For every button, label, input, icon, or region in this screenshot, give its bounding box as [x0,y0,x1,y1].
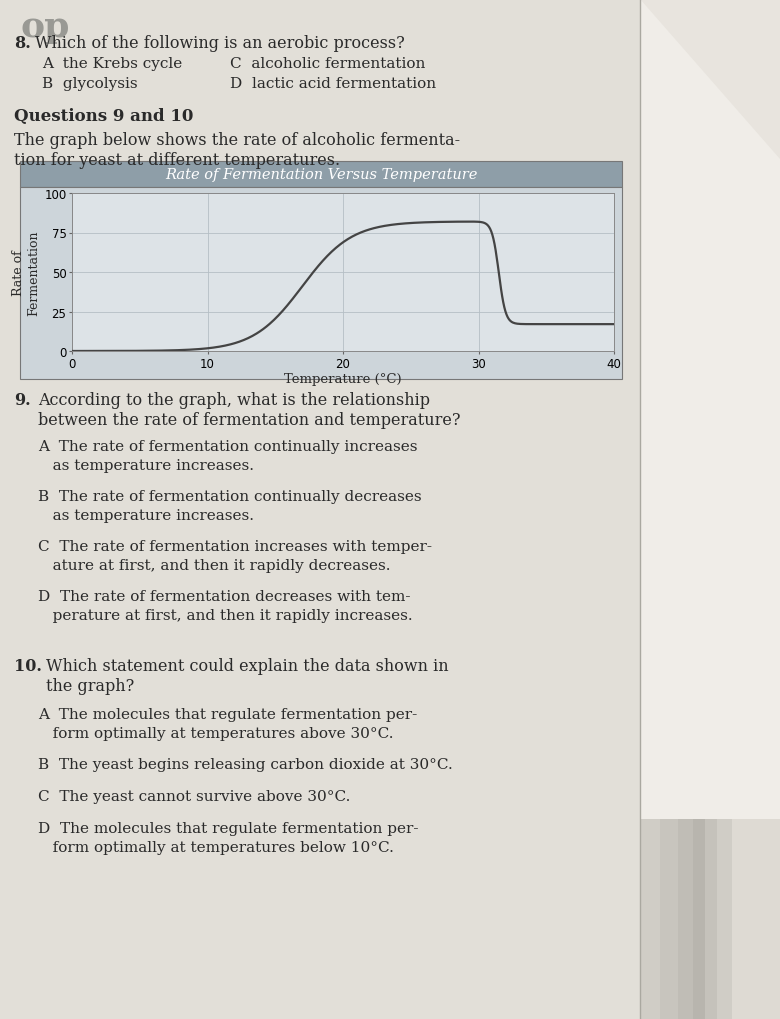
Text: form optimally at temperatures above 30°C.: form optimally at temperatures above 30°… [38,727,393,740]
Text: B  The yeast begins releasing carbon dioxide at 30°C.: B The yeast begins releasing carbon diox… [38,757,452,771]
Text: as temperature increases.: as temperature increases. [38,459,254,473]
Text: Rate of Fermentation Versus Temperature: Rate of Fermentation Versus Temperature [165,168,477,181]
Y-axis label: Rate of
Fermentation: Rate of Fermentation [12,230,40,316]
Text: Which of the following is an aerobic process?: Which of the following is an aerobic pro… [35,35,405,52]
Bar [678,0,693,1019]
Text: 8.: 8. [14,35,30,52]
Text: A  The rate of fermentation continually increases: A The rate of fermentation continually i… [38,439,417,453]
Bar [20,162,622,187]
X-axis label: Temperature (°C): Temperature (°C) [284,373,402,386]
Text: Questions 9 and 10: Questions 9 and 10 [14,108,193,125]
Text: ature at first, and then it rapidly decreases.: ature at first, and then it rapidly decr… [38,558,391,573]
Text: A  the Krebs cycle: A the Krebs cycle [42,57,183,71]
Text: 9.: 9. [14,391,30,409]
Text: as temperature increases.: as temperature increases. [38,508,254,523]
Text: A  The molecules that regulate fermentation per-: A The molecules that regulate fermentati… [38,707,417,721]
Text: C  The rate of fermentation increases with temper-: C The rate of fermentation increases wit… [38,539,432,553]
Bar [660,0,678,1019]
Bar [0,0,660,1019]
Text: op: op [20,10,69,44]
Bar [20,187,622,380]
Text: 10.: 10. [14,657,42,675]
Text: D  lactic acid fermentation: D lactic acid fermentation [230,76,436,91]
Text: between the rate of fermentation and temperature?: between the rate of fermentation and tem… [38,412,460,429]
Text: Which statement could explain the data shown in: Which statement could explain the data s… [46,657,448,675]
Text: the graph?: the graph? [46,678,134,694]
Text: tion for yeast at different temperatures.: tion for yeast at different temperatures… [14,152,340,169]
Bar [640,0,780,819]
Bar [640,0,660,1019]
Text: perature at first, and then it rapidly increases.: perature at first, and then it rapidly i… [38,608,413,623]
Text: form optimally at temperatures below 10°C.: form optimally at temperatures below 10°… [38,841,394,854]
Text: D  The molecules that regulate fermentation per-: D The molecules that regulate fermentati… [38,821,419,836]
Text: According to the graph, what is the relationship: According to the graph, what is the rela… [38,391,430,409]
Bar [717,0,732,1019]
Text: C  alcoholic fermentation: C alcoholic fermentation [230,57,425,71]
Polygon shape [640,0,780,160]
Bar [705,0,717,1019]
Bar [693,0,705,1019]
Text: B  glycolysis: B glycolysis [42,76,137,91]
Bar [732,0,780,1019]
Text: B  The rate of fermentation continually decreases: B The rate of fermentation continually d… [38,489,422,503]
Text: D  The rate of fermentation decreases with tem-: D The rate of fermentation decreases wit… [38,589,410,603]
Text: C  The yeast cannot survive above 30°C.: C The yeast cannot survive above 30°C. [38,790,350,803]
Text: The graph below shows the rate of alcoholic fermenta-: The graph below shows the rate of alcoho… [14,131,460,149]
